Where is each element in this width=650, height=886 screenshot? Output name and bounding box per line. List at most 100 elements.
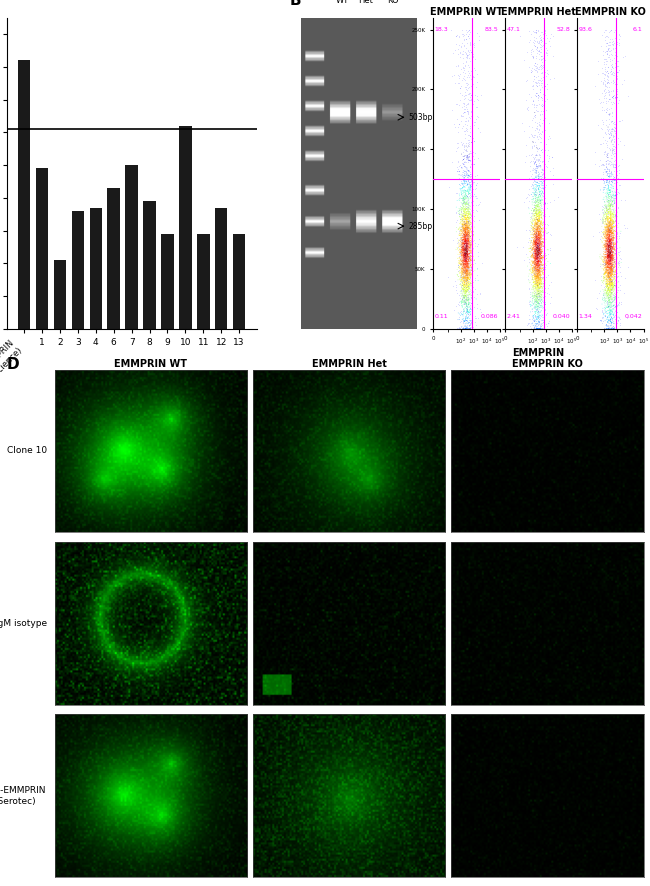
- Point: [611, 232, 621, 246]
- Point: [609, 299, 619, 314]
- Point: [456, 185, 467, 199]
- Point: [603, 233, 613, 247]
- Point: [457, 242, 467, 256]
- Point: [603, 296, 614, 310]
- Point: [533, 24, 543, 38]
- Point: [464, 137, 474, 152]
- Point: [458, 47, 469, 61]
- Point: [462, 270, 472, 284]
- Point: [534, 219, 545, 233]
- Point: [538, 273, 549, 287]
- Point: [455, 198, 465, 213]
- Point: [462, 270, 472, 284]
- Point: [606, 245, 616, 260]
- Point: [603, 224, 613, 238]
- Point: [461, 282, 471, 296]
- Point: [534, 263, 544, 277]
- Point: [535, 252, 545, 266]
- Point: [460, 277, 470, 291]
- Point: [536, 237, 547, 251]
- Point: [606, 132, 617, 146]
- Point: [603, 74, 614, 89]
- Point: [463, 271, 473, 285]
- Point: [459, 190, 469, 204]
- Point: [532, 269, 542, 284]
- Point: [534, 277, 545, 291]
- Point: [528, 283, 539, 297]
- Point: [462, 274, 473, 288]
- Point: [463, 220, 474, 234]
- Point: [455, 257, 465, 271]
- Point: [526, 147, 537, 161]
- Point: [462, 254, 472, 268]
- Point: [603, 260, 614, 275]
- Point: [534, 258, 545, 272]
- Point: [531, 210, 541, 224]
- Point: [532, 217, 542, 231]
- Point: [457, 248, 467, 262]
- Point: [604, 278, 615, 292]
- Point: [467, 241, 477, 255]
- Point: [461, 277, 471, 291]
- Point: [531, 237, 541, 252]
- Point: [534, 60, 544, 74]
- Point: [532, 209, 542, 223]
- Point: [458, 242, 469, 256]
- Point: [463, 152, 473, 167]
- Point: [606, 231, 616, 245]
- Point: [605, 246, 616, 260]
- Point: [610, 307, 620, 322]
- Point: [464, 267, 474, 281]
- Point: [537, 166, 547, 180]
- Point: [534, 228, 545, 242]
- Point: [527, 247, 538, 261]
- Point: [531, 243, 541, 257]
- Point: [462, 243, 472, 257]
- Point: [540, 197, 550, 211]
- Point: [458, 218, 468, 232]
- Point: [456, 269, 466, 284]
- Point: [460, 272, 471, 286]
- Point: [456, 263, 467, 277]
- Point: [534, 255, 544, 269]
- Point: [456, 263, 467, 277]
- Point: [455, 253, 465, 267]
- Point: [536, 284, 546, 298]
- Point: [461, 266, 471, 280]
- Point: [454, 309, 464, 323]
- Point: [459, 253, 469, 268]
- Point: [458, 242, 468, 256]
- Point: [544, 116, 554, 130]
- Point: [536, 236, 546, 250]
- Point: [606, 227, 617, 241]
- Point: [529, 277, 539, 291]
- Point: [465, 260, 476, 275]
- Point: [600, 245, 610, 259]
- Point: [532, 195, 542, 209]
- Point: [456, 314, 466, 328]
- Point: [476, 88, 486, 102]
- Point: [463, 187, 473, 201]
- Point: [541, 46, 552, 60]
- Point: [534, 206, 545, 220]
- Point: [465, 68, 475, 82]
- Point: [464, 218, 474, 232]
- Point: [463, 255, 473, 269]
- Point: [604, 54, 615, 68]
- Point: [529, 100, 539, 114]
- Point: [603, 259, 613, 273]
- Point: [528, 184, 539, 198]
- Point: [461, 167, 471, 181]
- Point: [456, 239, 466, 253]
- Point: [601, 261, 611, 276]
- Point: [602, 237, 612, 252]
- Point: [460, 155, 470, 169]
- Point: [530, 240, 541, 254]
- Point: [528, 253, 538, 268]
- Point: [538, 209, 549, 223]
- Point: [601, 190, 612, 205]
- Point: [538, 190, 548, 204]
- Point: [538, 262, 549, 276]
- Point: [464, 214, 474, 228]
- Point: [454, 50, 465, 64]
